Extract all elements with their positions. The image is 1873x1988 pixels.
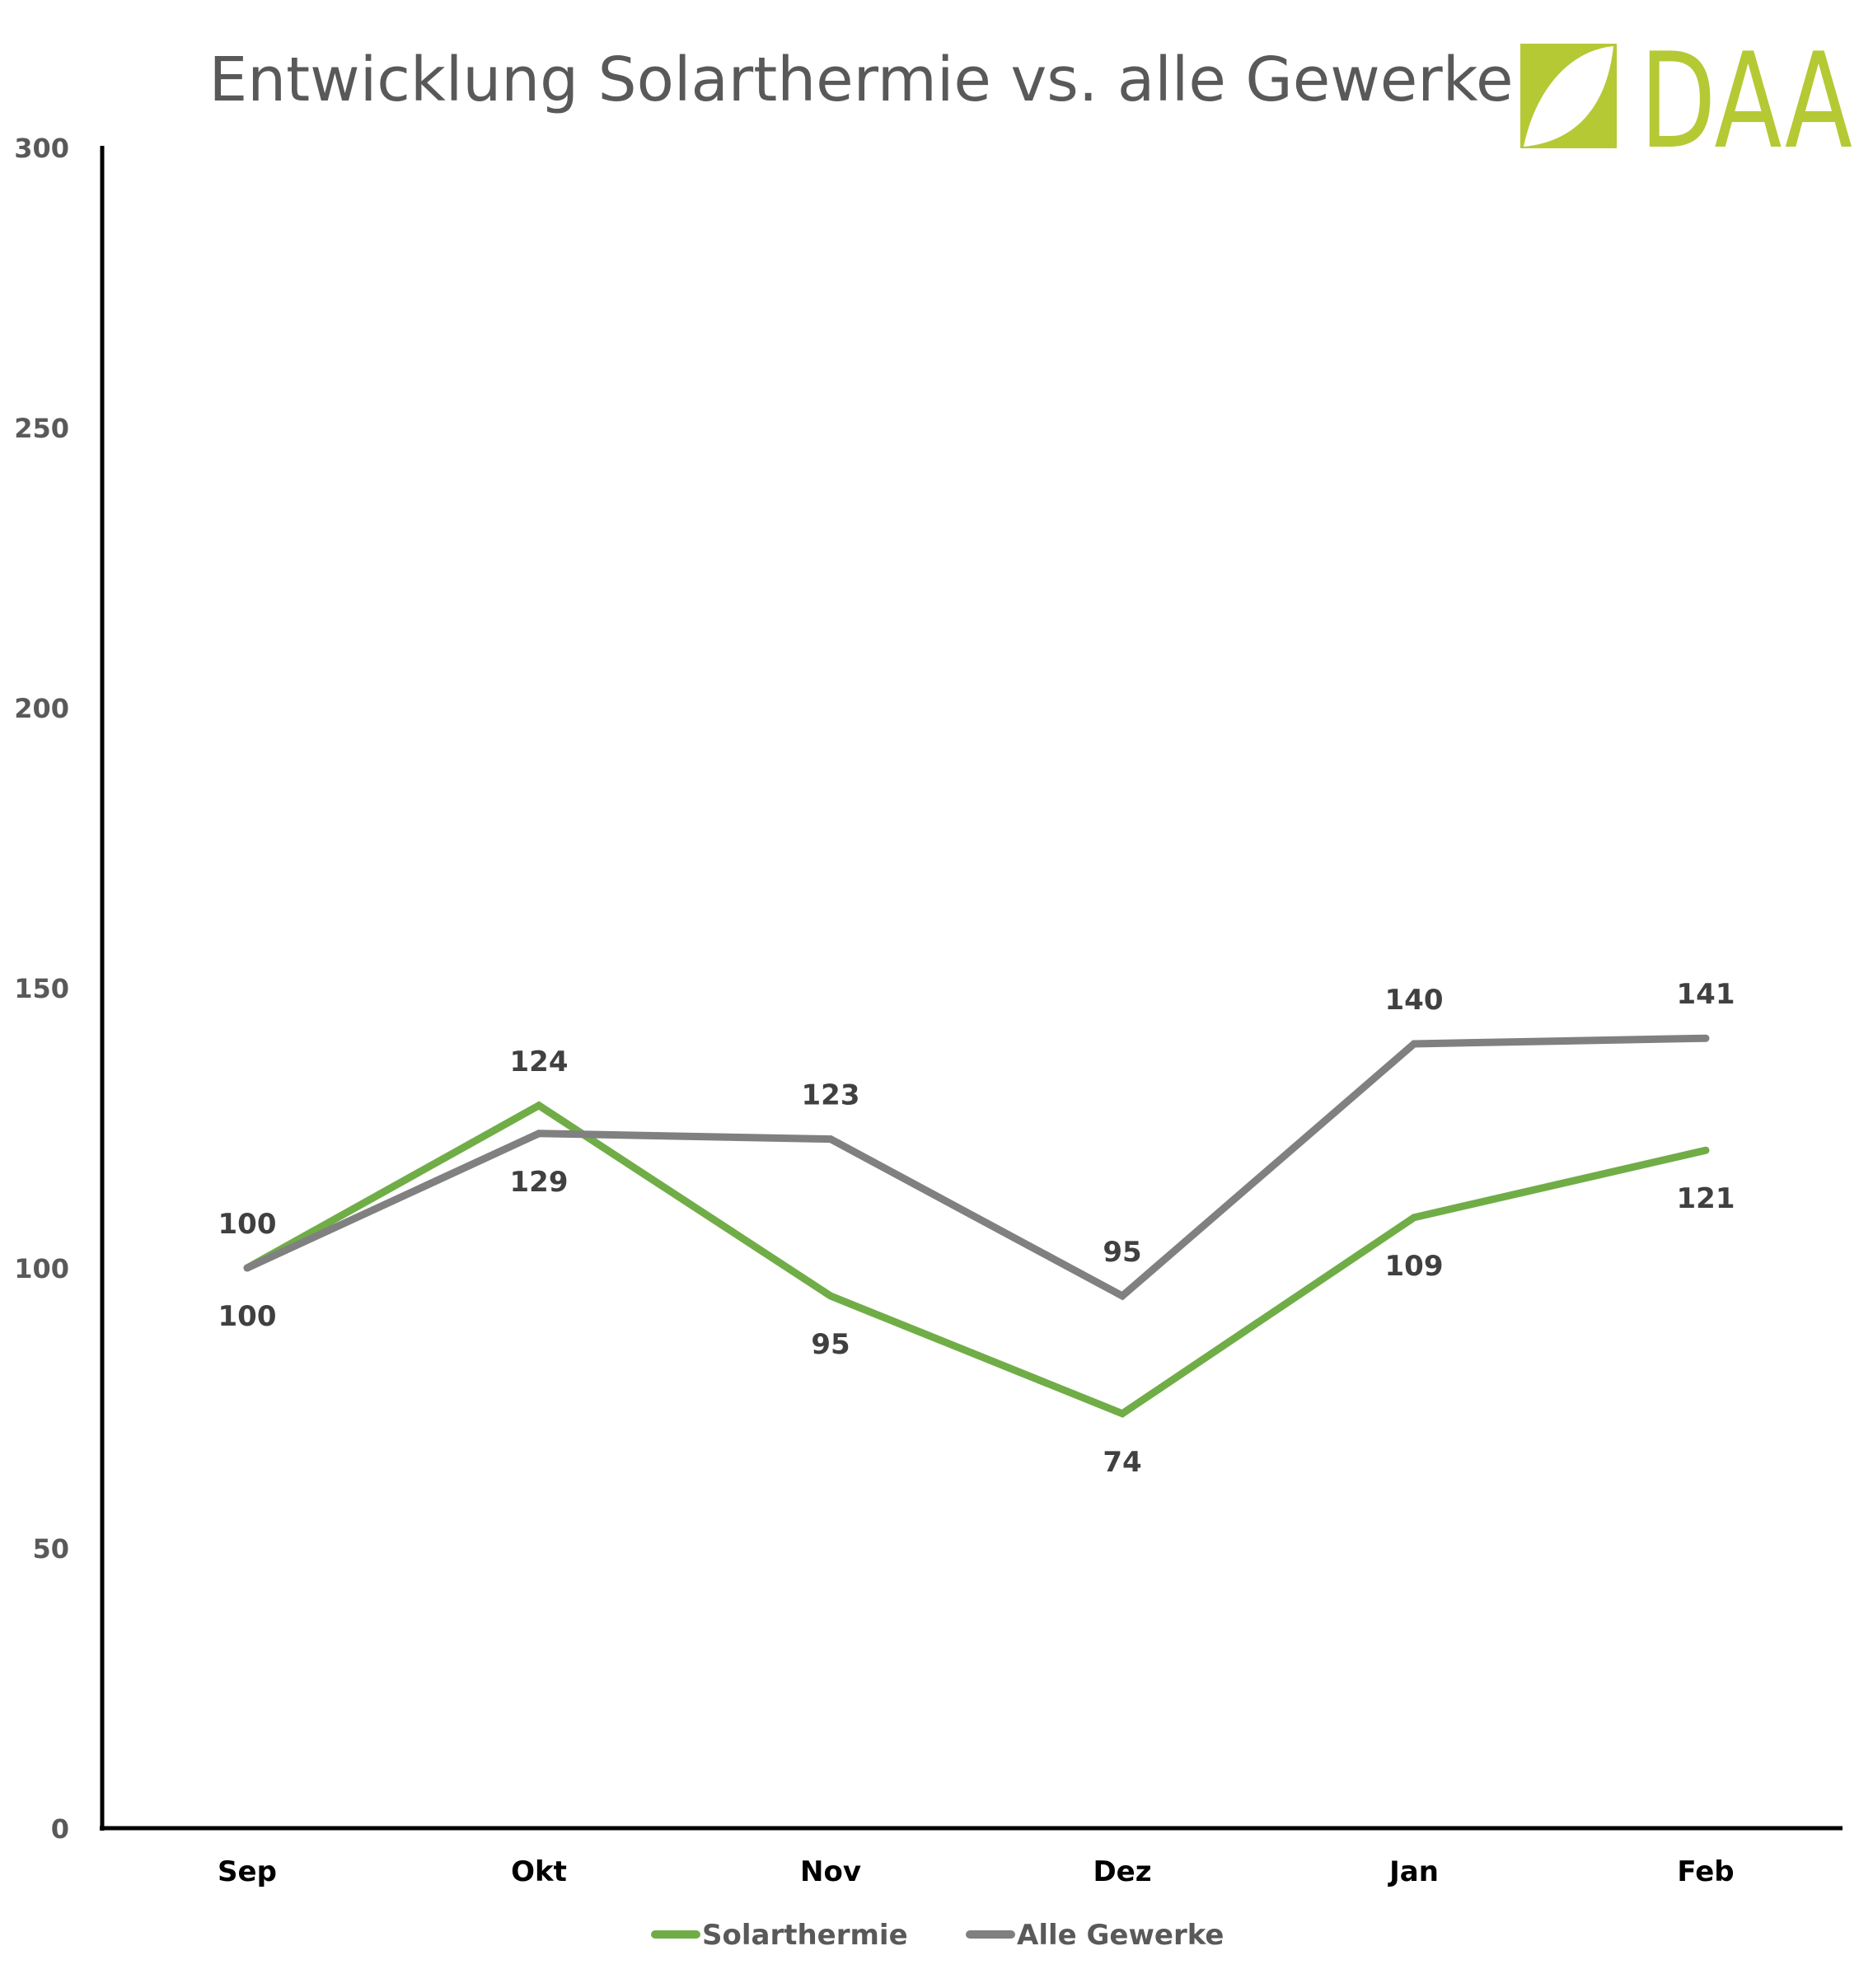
y-tick-label: 150 [14,973,69,1004]
x-tick-label: Dez [1093,1855,1151,1888]
data-label: 74 [1103,1446,1141,1479]
y-tick-label: 50 [32,1533,69,1565]
logo: DAA [1520,24,1852,178]
data-label: 100 [218,1208,277,1241]
x-tick-label: Jan [1388,1855,1439,1888]
y-tick-label: 100 [14,1253,69,1284]
x-axis-ticks: Sep Okt Nov Dez Jan Feb [218,1855,1735,1888]
x-tick-label: Nov [800,1855,861,1888]
legend-item: Alle Gewerke [966,1919,1224,1952]
data-label: 123 [802,1079,860,1112]
y-tick-label: 200 [14,693,69,724]
legend-label: Solarthermie [702,1919,908,1952]
legend-item: Solarthermie [651,1919,908,1952]
leaf-square-icon [1520,44,1617,148]
data-label: 141 [1677,978,1735,1011]
x-tick-label: Sep [218,1855,277,1888]
legend: Solarthermie Alle Gewerke [651,1919,1224,1952]
data-label: 95 [811,1328,850,1361]
y-tick-label: 250 [14,413,69,444]
series-line-solarthermie [243,1101,1710,1418]
logo-text: DAA [1640,24,1852,178]
data-label: 124 [510,1045,569,1078]
data-labels: 100 124 95 74 109 121 100 129 123 95 140 141 [218,978,1735,1479]
series-line-alle-gewerke [243,1034,1710,1301]
data-label: 95 [1103,1236,1141,1269]
chart-title: Entwicklung Solarthermie vs. alle Gewerk… [209,44,1514,115]
y-tick-label: 300 [14,133,69,164]
x-tick-label: Okt [511,1855,567,1888]
data-label: 129 [510,1166,569,1199]
legend-label: Alle Gewerke [1017,1919,1224,1952]
data-label: 140 [1385,984,1444,1017]
x-tick-label: Feb [1677,1855,1734,1888]
data-label: 121 [1677,1182,1735,1215]
series-layer [243,1034,1710,1418]
data-label: 100 [218,1300,277,1333]
data-label: 109 [1385,1250,1444,1283]
y-tick-label: 0 [51,1813,69,1845]
y-axis-ticks: 0 50 100 150 200 250 300 [14,133,69,1845]
